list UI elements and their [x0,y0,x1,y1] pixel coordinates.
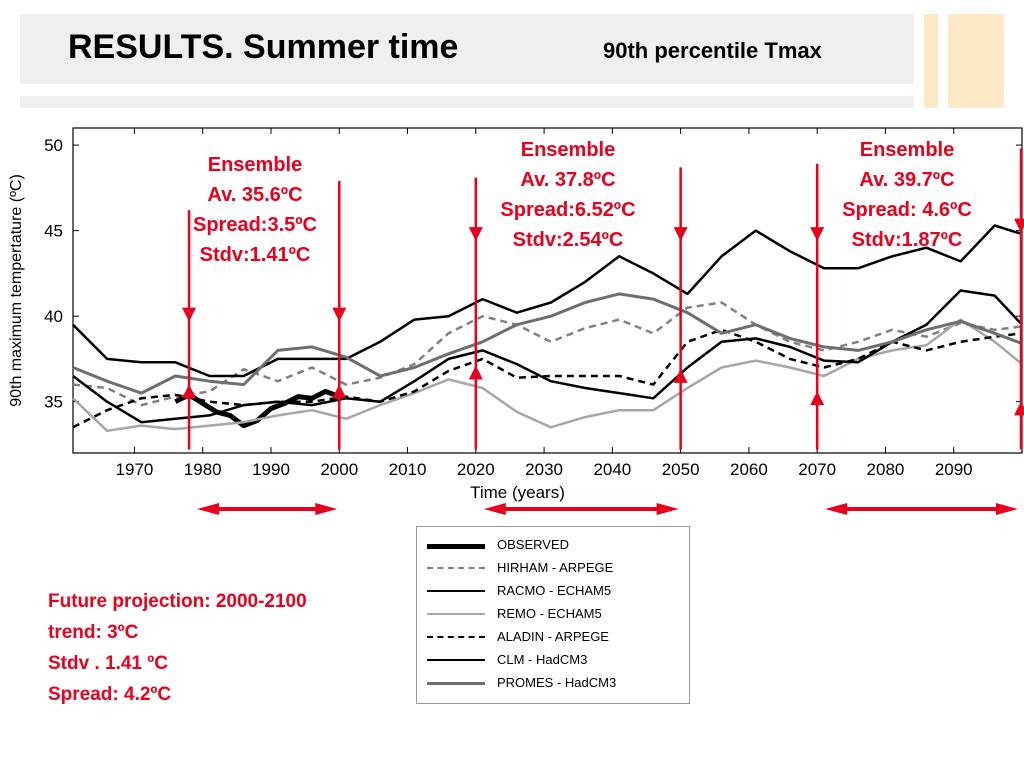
ensemble-annotation-line: Spread:3.5ºC [193,214,317,236]
period-marker-arrow-down [332,307,347,322]
slide-title: RESULTS. Summer time [68,28,459,66]
legend-label: HIRHAM - ARPEGE [497,560,614,575]
legend-label: CLM - HadCM3 [497,652,588,667]
deco-stripe-narrow [924,14,938,108]
chart-legend: OBSERVED HIRHAM - ARPEGE RACMO - ECHAM5 REM… [416,526,690,704]
ensemble-annotation-line: Av. 37.8ºC [520,169,615,191]
period-marker-arrow-down [1014,218,1024,233]
legend-item: REMO - ECHAM5 [425,604,681,624]
summary-line: Stdv . 1.41 ºC [48,653,168,674]
ensemble-annotation-line: Ensemble [208,154,302,176]
period-marker-arrow-down [182,307,197,322]
period-span-head-left [197,503,220,515]
ensemble-annotation-line: Stdv:1.87ºC [852,229,963,251]
slide-subtitle: 90th percentile Tmax [603,38,822,63]
period-marker-arrow-up [182,384,197,399]
period-span-arrow [825,503,1018,515]
legend-swatch [427,636,485,638]
legend-item: ALADIN - ARPEGE [425,627,681,647]
series-line [72,224,1023,378]
period-span-head-left [825,503,848,515]
period-marker-arrow-up [673,368,688,383]
series-line [72,292,1023,395]
x-tick-label: 1980 [184,460,222,479]
x-tick-label: 2010 [389,460,427,479]
ensemble-annotation-line: Spread:6.52ºC [500,199,635,221]
period-span-head-right [996,503,1018,515]
period-marker-arrow-down [468,227,483,242]
x-tick-label: 1970 [116,460,154,479]
legend-label: PROMES - HadCM3 [497,675,617,690]
x-tick-label: 1990 [252,460,290,479]
x-tick-label: 2040 [593,460,631,479]
legend-swatch [427,659,485,661]
y-tick-label: 35 [44,393,63,412]
deco-stripe-wide [948,14,1004,108]
x-axis-label: Time (years) [470,483,565,502]
legend-swatch [427,682,485,685]
period-span-arrow [197,503,338,515]
period-span-head-right [656,503,679,515]
future-projection-summary: Future projection: 2000-2100 trend: 3ºC … [48,586,307,710]
legend-item: CLM - HadCM3 [425,650,681,670]
ensemble-annotation-line: Spread: 4.6ºC [842,199,972,221]
period-marker-arrow-down [810,227,825,242]
period-marker-arrow-down [673,227,688,242]
legend-item: RACMO - ECHAM5 [425,581,681,601]
legend-label: ALADIN - ARPEGE [497,629,609,644]
ensemble-annotation-line: Stdv:2.54ºC [513,229,624,251]
temperature-chart: 1970 1980 1990 2000 2010 2020 2030 2040 2050 2060… [8,127,1024,515]
period-marker-arrow-up [332,384,347,399]
sub-band [20,96,914,108]
y-axis-label: 90th maximum tempertature (ºC) [8,174,25,407]
x-tick-label: 2030 [525,460,563,479]
legend-item: HIRHAM - ARPEGE [425,558,681,578]
legend-label: OBSERVED [497,537,570,552]
legend-swatch [427,567,485,569]
title-band [20,14,914,84]
x-tick-label: 2080 [867,460,905,479]
ensemble-annotation-line: Av. 35.6ºC [207,184,302,206]
y-tick-label: 45 [44,222,63,241]
x-tick-label: 2060 [730,460,768,479]
legend-label: RACMO - ECHAM5 [497,583,612,598]
legend-item: OBSERVED [425,535,681,555]
series-line [72,289,1023,424]
x-tick-label: 2050 [662,460,700,479]
period-marker-arrow-up [468,365,483,380]
period-span-head-left [483,503,506,515]
x-tick-label: 2000 [320,460,358,479]
plot-frame [72,127,1023,454]
ensemble-annotation-line: Ensemble [860,139,954,161]
legend-swatch [427,590,485,592]
ensemble-annotation-line: Ensemble [521,139,615,161]
ensemble-annotation-line: Stdv:1.41ºC [200,244,311,266]
legend-swatch [427,613,485,615]
y-tick-label: 50 [44,136,63,155]
y-tick-label: 40 [44,307,63,326]
x-tick-label: 2070 [798,460,836,479]
legend-item: PROMES - HadCM3 [425,673,681,693]
legend-swatch [427,544,485,549]
period-span-head-right [315,503,338,515]
period-span-arrow [483,503,679,515]
period-marker-arrow-up [810,391,825,406]
period-marker-arrow-up [1014,401,1024,416]
summary-line: trend: 3ºC [48,622,139,643]
x-tick-label: 2090 [935,460,973,479]
ensemble-annotation-line: Av. 39.7ºC [859,169,954,191]
legend-label: REMO - ECHAM5 [497,606,602,621]
summary-line: Future projection: 2000-2100 [48,591,307,612]
summary-line: Spread: 4.2ºC [48,684,172,705]
x-tick-label: 2020 [457,460,495,479]
